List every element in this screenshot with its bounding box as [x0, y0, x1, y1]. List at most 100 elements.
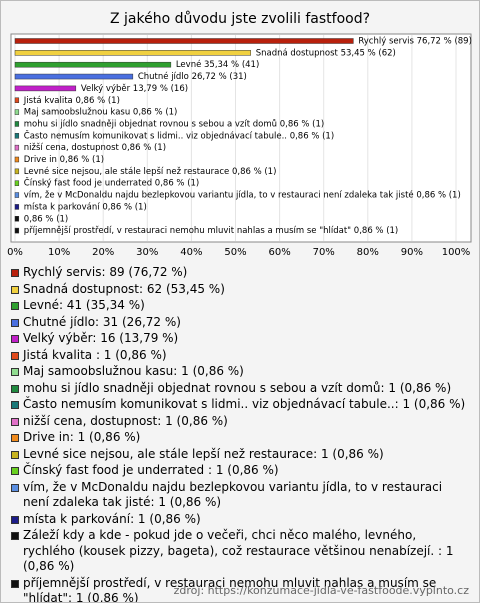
legend-label: Levné sice nejsou, ale stále lepší než r…: [23, 446, 384, 461]
x-tick-label: 50%: [224, 247, 246, 258]
bar-label: 0,86 % (1): [24, 214, 68, 224]
x-tick-label: 90%: [401, 247, 423, 258]
bar: [14, 73, 134, 80]
bar-label: Čínský fast food je underrated 0,86 % (1…: [24, 177, 199, 189]
legend-swatch: [11, 532, 19, 540]
bar-label: Drive in 0,86 % (1): [24, 155, 104, 165]
legend-label: místa k parkování: 1 (0,86 %): [23, 511, 201, 526]
bar: [14, 227, 20, 234]
bar-label: příjemnější prostředí, v restauraci nemo…: [24, 225, 398, 236]
legend-item: Levné: 41 (35,34 %): [11, 298, 467, 314]
legend-label: mohu si jídlo snadněji objednat rovnou s…: [23, 380, 452, 395]
legend-item: Čínský fast food je underrated : 1 (0,86…: [11, 463, 467, 479]
bar: [14, 168, 20, 175]
legend-swatch: [11, 384, 19, 393]
legend-label: vím, že v McDonaldu najdu bezlepkovou va…: [23, 479, 443, 510]
legend-item: Rychlý servis: 89 (76,72 %): [11, 265, 467, 281]
x-tick-label: 40%: [180, 247, 202, 258]
legend-item: Chutné jídlo: 31 (26,72 %): [11, 315, 467, 331]
legend-swatch: [11, 450, 19, 459]
legend-item: Velký výběr: 16 (13,79 %): [11, 331, 467, 347]
legend-swatch: [11, 285, 19, 294]
x-tick-label: 60%: [268, 247, 290, 258]
legend-label: Drive in: 1 (0,86 %): [23, 430, 141, 444]
x-tick-label: 70%: [313, 247, 335, 258]
bar: [14, 38, 354, 44]
bar: [14, 156, 20, 163]
legend-swatch: [11, 401, 19, 409]
bar-label: Snadná dostupnost 53,45 % (62): [256, 48, 396, 58]
legend-label: Snadná dostupnost: 62 (53,45 %): [23, 281, 225, 296]
legend-label: Jistá kvalita : 1 (0,86 %): [23, 347, 167, 362]
legend-swatch: [11, 434, 19, 442]
bar: [14, 180, 20, 186]
bar-label: Maj samoobslužnou kasu 0,86 % (1): [24, 108, 178, 118]
legend-label: Často nemusím komunikovat s lidmi.. viz …: [23, 397, 466, 411]
legend-label: Velký výběr: 16 (13,79 %): [23, 331, 179, 345]
legend-item: příjemnější prostředí, v restauraci nemo…: [11, 575, 467, 603]
legend-swatch: [11, 417, 19, 426]
bar: [14, 85, 77, 92]
legend: Rychlý servis: 89 (76,72 %) Snadná dostup…: [11, 265, 467, 603]
legend-swatch: [11, 579, 19, 588]
x-tick-label: 10%: [48, 247, 70, 258]
legend-label: Maj samoobslužnou kasu: 1 (0,86 %): [23, 364, 244, 378]
bar-label: vím, že v McDonaldu najdu bezlepkovou va…: [24, 190, 461, 201]
chart-title: Z jakého důvodu jste zvolili fastfood?: [110, 11, 370, 27]
legend-item: Drive in: 1 (0,86 %): [11, 430, 467, 446]
legend-swatch: [11, 269, 19, 277]
x-tick-label: 100%: [442, 247, 471, 258]
bar: [14, 216, 20, 222]
source: zdroj: https://konzumace-jidla-ve-fastfo…: [173, 584, 469, 597]
legend-swatch: [11, 302, 19, 310]
bar-label: Chutné jídlo 26,72 % (31): [138, 71, 247, 82]
bar: [14, 97, 20, 103]
legend-item: mohu si jídlo snadněji objednat rovnou s…: [11, 381, 467, 397]
legend-swatch: [11, 483, 19, 492]
legend-label: Čínský fast food je underrated : 1 (0,86…: [23, 463, 279, 477]
bar-label: Jistá kvalita 0,86 % (1): [23, 96, 120, 106]
legend-item: Maj samoobslužnou kasu: 1 (0,86 %): [11, 364, 467, 380]
x-tick-label: 20%: [92, 247, 114, 258]
legend-label: Rychlý servis: 89 (76,72 %): [23, 265, 188, 279]
legend-label: Levné: 41 (35,34 %): [23, 298, 145, 312]
x-tick-label: 80%: [357, 247, 379, 258]
bar: [14, 204, 20, 210]
bar-label: mohu si jídlo snadněji objednat rovnou s…: [24, 118, 324, 129]
bar-label: nižší cena, dostupnost 0,86 % (1): [24, 142, 166, 153]
bar: [14, 50, 251, 56]
legend-swatch: [11, 335, 19, 343]
bar-label: Levné 35,34 % (41): [176, 59, 259, 70]
legend-swatch: [11, 351, 19, 360]
legend-swatch: [11, 368, 19, 376]
legend-item: Levné sice nejsou, ale stále lepší než r…: [11, 447, 467, 463]
bar-label: místa k parkování 0,86 % (1): [24, 202, 147, 212]
legend-swatch: [11, 467, 19, 475]
legend-swatch: [11, 515, 19, 524]
legend-label: příjemnější prostředí, v restauraci nemo…: [23, 575, 437, 603]
plot-area: [10, 33, 472, 243]
bar-label: Levné sice nejsou, ale stále lepší než r…: [24, 166, 277, 177]
bar: [14, 121, 20, 127]
legend-label: Chutné jídlo: 31 (26,72 %): [23, 314, 181, 329]
bar-label: Velký výběr 13,79 % (16): [81, 84, 188, 94]
bar: [14, 144, 20, 151]
bar: [14, 192, 20, 198]
legend-item: Snadná dostupnost: 62 (53,45 %): [11, 282, 467, 298]
bar: [14, 61, 172, 68]
bar-label: Rychlý servis 76,72 % (89): [358, 37, 472, 47]
legend-item: vím, že v McDonaldu najdu bezlepkovou va…: [11, 480, 467, 511]
legend-label: Záleží kdy a kde - pokud jde o večeři, c…: [23, 528, 454, 573]
legend-item: Jistá kvalita : 1 (0,86 %): [11, 348, 467, 364]
x-tick-label: 30%: [136, 247, 158, 258]
chart: Z jakého důvodu jste zvolili fastfood? 0…: [7, 11, 472, 258]
legend-item: nižší cena, dostupnost: 1 (0,86 %): [11, 414, 467, 430]
legend-item: Záleží kdy a kde - pokud jde o večeři, c…: [11, 528, 467, 575]
legend-item: Často nemusím komunikovat s lidmi.. viz …: [11, 397, 467, 413]
bar: [14, 109, 20, 115]
bar: [14, 133, 20, 139]
legend-label: nižší cena, dostupnost: 1 (0,86 %): [23, 413, 228, 428]
x-tick-label: 0%: [7, 247, 23, 258]
bar-label: Často nemusím komunikovat s lidmi.. viz …: [24, 129, 334, 141]
